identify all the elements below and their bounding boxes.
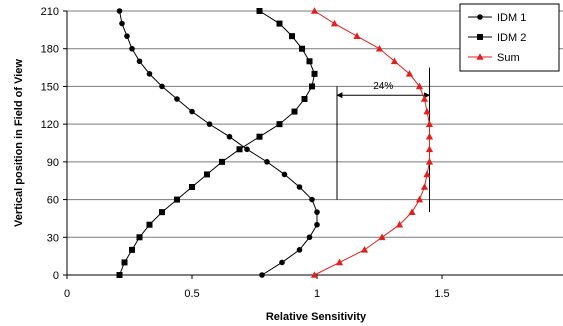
legend-marker	[477, 14, 483, 20]
data-point	[116, 8, 123, 14]
data-point	[124, 33, 130, 39]
legend-label: Sum	[497, 52, 520, 64]
data-point	[408, 208, 416, 215]
y-tick-label: 60	[47, 195, 59, 207]
data-point	[420, 183, 429, 190]
y-tick-label: 90	[47, 157, 59, 169]
data-point	[256, 8, 263, 14]
x-tick-label: 1.5	[434, 288, 449, 300]
x-tick-label: 1	[314, 288, 320, 300]
data-point	[189, 184, 195, 190]
annotation: 24%	[336, 67, 431, 213]
data-point	[129, 246, 135, 253]
data-point	[264, 159, 270, 165]
data-point	[395, 220, 404, 228]
y-axis-title: Vertical position in Field of View	[13, 59, 25, 227]
data-point	[415, 195, 424, 203]
series-line-idm-2	[119, 10, 316, 276]
y-tick-label: 150	[41, 81, 59, 93]
data-point	[219, 158, 225, 165]
data-point	[226, 133, 233, 140]
data-point	[306, 58, 313, 65]
series-line-idm-1	[119, 10, 318, 276]
data-point	[189, 108, 195, 115]
data-point	[136, 58, 143, 65]
data-point	[310, 7, 319, 14]
data-point	[390, 57, 399, 65]
data-point	[423, 107, 431, 115]
data-point	[314, 221, 320, 228]
y-tick-label: 120	[41, 119, 59, 131]
data-point	[256, 133, 263, 140]
data-point	[174, 96, 180, 102]
data-point	[311, 70, 318, 77]
legend-label: IDM 2	[497, 32, 526, 44]
data-point	[415, 82, 424, 90]
data-point	[119, 20, 125, 27]
x-tick-label: 0.5	[184, 288, 199, 300]
x-tick-label: 0	[64, 288, 70, 300]
data-point	[296, 184, 303, 190]
data-point	[310, 271, 319, 278]
data-point	[204, 171, 210, 178]
data-point	[425, 158, 434, 165]
data-point	[116, 272, 123, 278]
y-tick-label: 0	[53, 270, 59, 282]
data-point	[276, 121, 283, 128]
data-point	[296, 247, 303, 253]
legend-label: IDM 1	[497, 12, 526, 24]
data-point	[136, 234, 143, 241]
data-point	[299, 45, 305, 52]
legend-marker	[476, 53, 484, 60]
data-point	[129, 45, 135, 52]
y-tick-label: 210	[41, 6, 59, 18]
data-point	[259, 272, 265, 278]
data-point	[174, 196, 180, 203]
gridlines	[67, 10, 563, 238]
data-point	[281, 171, 288, 178]
data-point	[301, 96, 308, 102]
x-axis-title: Relative Sensitivity	[266, 311, 367, 323]
data-point	[378, 233, 386, 241]
y-tick-label: 30	[47, 232, 59, 244]
legend-marker	[477, 34, 483, 40]
data-point	[159, 83, 165, 90]
legend: IDM 1 IDM 2 Sum	[459, 3, 560, 72]
data-point	[279, 259, 285, 266]
axes	[63, 10, 563, 279]
data-point	[244, 146, 250, 153]
data-point	[330, 19, 339, 27]
data-point	[353, 32, 361, 39]
data-point	[306, 234, 313, 241]
data-point	[405, 70, 414, 77]
data-point	[425, 120, 434, 127]
data-point	[146, 221, 153, 228]
series-group	[116, 7, 434, 278]
data-point	[314, 209, 320, 215]
data-point	[206, 121, 213, 127]
data-point	[289, 33, 295, 40]
data-point	[146, 71, 153, 77]
data-point	[423, 170, 431, 178]
annotation-label: 24%	[373, 81, 393, 92]
data-point	[375, 44, 384, 52]
y-tick-label: 180	[41, 44, 59, 56]
data-point	[360, 246, 369, 253]
data-point	[121, 259, 128, 266]
data-point	[291, 108, 298, 115]
data-point	[309, 83, 315, 90]
data-point	[276, 20, 283, 27]
data-point	[425, 145, 434, 153]
data-point	[335, 258, 344, 266]
data-point	[159, 209, 165, 216]
data-point	[236, 146, 243, 153]
data-point	[420, 95, 429, 102]
data-point	[425, 132, 434, 140]
data-point	[309, 196, 315, 203]
series-line-sum	[314, 10, 430, 276]
